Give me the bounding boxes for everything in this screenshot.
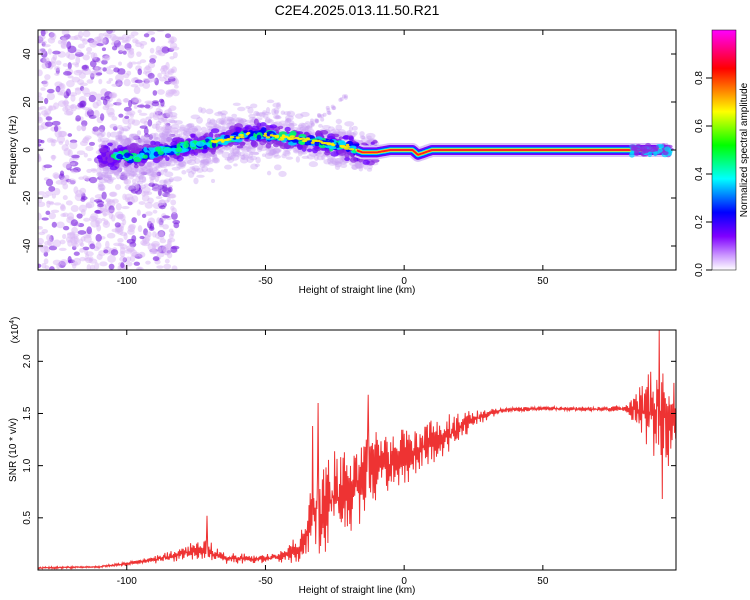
snr-x-tick-label: 0 [401,576,407,587]
spectrogram-y-ticks: -40 -20 0 20 40 [22,48,676,253]
spectrogram-heatmap [38,30,674,270]
colorbar-tick-label: 0.4 [694,167,705,181]
colorbar-gradient [711,29,737,271]
colorbar-tick-label: 0.2 [694,215,705,229]
colorbar-tick-label: 0.0 [694,263,705,277]
spectrogram-panel: -100 -50 0 50 -40 -20 0 20 40 Height of straigh… [8,29,677,296]
spectrogram-x-tick-label: -100 [117,276,137,287]
spectrogram-x-ticks: -100 -50 0 50 [117,30,549,287]
snr-plot-frame [37,329,677,571]
spectrogram-x-axis-label: Height of straight line (km) [299,285,416,296]
colorbar-tick-label: 0.6 [694,119,705,133]
snr-x-ticks: -100 -50 0 50 [117,330,549,587]
snr-x-tick-label: -50 [258,576,273,587]
colorbar-label: Normalized spectral amplitude [739,82,750,217]
svg-text:(x104): (x104) [9,317,21,344]
spectrogram-y-tick-label: -40 [22,238,33,253]
spectrogram-y-tick-label: 20 [22,96,33,108]
snr-y-tick-label: 1.5 [22,406,33,420]
snr-y-axis-label: SNR (10 * v/v) [8,418,19,482]
snr-y-tick-label: 0.5 [22,510,33,524]
chart-title: C2E4.2025.013.11.50.R21 [275,2,440,18]
colorbar-ticks: 0.0 0.2 0.4 0.6 0.8 [694,71,712,277]
snr-scale-exponent: 4 [9,320,16,324]
spectrogram-x-tick-label: 0 [401,276,407,287]
snr-x-axis-label: Height of straight line (km) [299,585,416,596]
snr-panel: -100 -50 0 50 0.5 1.0 1.5 2.0 Height of straig… [8,317,677,596]
spectrogram-y-tick-label: -20 [22,190,33,205]
spectrogram-y-tick-label: 40 [22,48,33,60]
snr-x-tick-label: 50 [537,576,549,587]
snr-series-line [38,330,676,570]
spectrogram-y-axis-label: Frequency (Hz) [8,116,19,185]
spectrogram-x-tick-label: 50 [537,276,549,287]
colorbar: 0.0 0.2 0.4 0.6 0.8 Normalized spectral ampl… [694,29,750,277]
snr-scale-multiplier: (x104) [9,317,21,344]
snr-y-ticks: 0.5 1.0 1.5 2.0 [22,354,676,525]
snr-y-tick-label: 1.0 [22,458,33,472]
snr-x-tick-label: -100 [117,576,137,587]
spectrogram-y-tick-label: 0 [22,147,33,153]
snr-scale-base: (x10 [10,323,21,343]
snr-y-tick-label: 2.0 [22,354,33,368]
colorbar-tick-label: 0.8 [694,71,705,85]
spectrogram-x-tick-label: -50 [258,276,273,287]
